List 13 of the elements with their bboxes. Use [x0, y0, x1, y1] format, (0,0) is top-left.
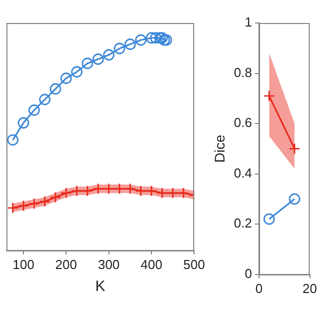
x-tick-label: 300 — [98, 256, 120, 272]
y-tick-label: 0.2 — [234, 216, 252, 231]
y-tick-label: 0.4 — [234, 165, 252, 180]
y-tick-label: 0.8 — [234, 64, 252, 80]
x-tick-label: 400 — [140, 256, 162, 272]
y-axis-title: Dice — [211, 134, 228, 163]
x-tick-label: 100 — [12, 256, 34, 272]
x-axis-title: K — [95, 278, 106, 296]
x-tick-label: 200 — [55, 256, 77, 272]
x-tick-label: 20 — [302, 280, 318, 296]
x-tick-label: 500 — [183, 256, 206, 272]
y-tick-label: 1 — [244, 14, 252, 30]
y-tick-label: 0.6 — [234, 115, 252, 130]
